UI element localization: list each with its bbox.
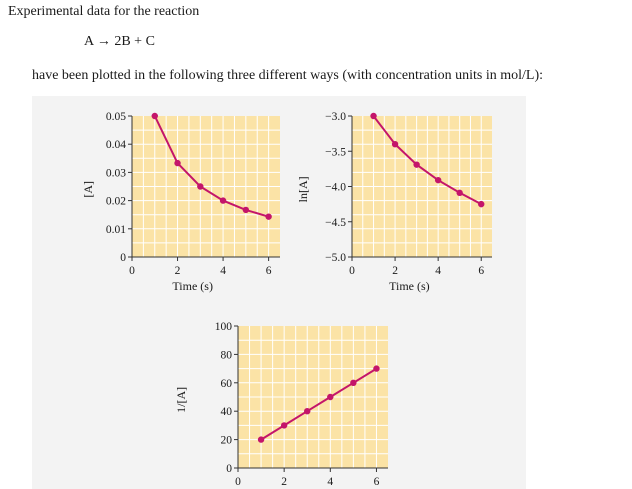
chart3-series-line [260,367,378,441]
chart2-x-tick-label: 0 [349,265,355,277]
chart1-series-line [153,115,269,218]
chart3-y-tick-label: 100 [215,321,233,333]
chart3-data-point [327,393,334,401]
chart2-data-point [413,161,420,168]
chart2-y-axis-label: ln[A] [296,176,310,202]
chart1-x-axis-label: Time (s) [172,279,213,293]
chart2-data-point [456,189,463,197]
chart3-y-tick-label: 80 [221,349,233,361]
chart3-y-tick-label: 0 [226,463,232,475]
chart1-y-tick-label: 0.03 [106,167,126,179]
chart2-data-point [370,112,377,120]
chart1-y-tick-label: 0.02 [106,196,126,208]
plots-svg: 0 0.01 0.02 0.03 0.04 0.05 0 2 4 6 Time (s) [A] −5.0… [81,111,492,488]
chart3-data-point [373,365,380,372]
chart3-data-point [350,379,357,386]
chart2-x-tick-label: 2 [392,265,398,277]
description-text: have been plotted in the following three… [32,68,543,83]
chart2-y-tick-label: −4.5 [325,217,346,229]
chart1-y-tick-label: 0 [120,252,126,264]
chart3-data-point [280,422,288,429]
chart2-x-tick-label: 6 [478,265,484,277]
chart1-data-point [174,159,181,167]
figure-panel: 0 0.01 0.02 0.03 0.04 0.05 0 2 4 6 Time (s) [A] −5.0… [32,96,526,489]
chart3-x-tick-label: 6 [374,476,380,488]
chart1-data-point [265,213,272,220]
chart3-y-tick-label: 40 [221,406,233,418]
chart2-x-axis-label: Time (s) [389,279,430,293]
chart2-data-point [391,141,399,148]
intro-text: Experimental data for the reaction [8,4,200,19]
chart2-series-line [372,115,482,205]
chart2-y-tick-label: −5.0 [325,252,346,264]
chart1-y-tick-label: 0.05 [106,111,126,123]
chart2-data-point [434,176,442,184]
chart1-data-point [219,197,227,204]
chart3-data-point [257,436,265,443]
chart1-y-tick-label: 0.04 [106,139,126,151]
chart2-y-tick-label: −3.5 [325,146,346,158]
chart3-y-tick-label: 60 [221,378,233,390]
chart3-x-tick-label: 4 [327,476,333,488]
chart1-x-tick-label: 0 [129,265,135,277]
chart2-data-point [478,200,485,208]
chart1-data-point [151,112,158,120]
chart1-x-tick-label: 2 [175,265,181,277]
chart3-x-tick-label: 2 [281,476,287,488]
chart2-y-tick-label: −4.0 [325,182,346,194]
chart1-data-point [242,206,250,214]
chart3-y-tick-label: 20 [221,435,233,447]
chart1-y-tick-label: 0.01 [106,224,126,236]
chart3-x-tick-label: 0 [235,476,241,488]
chart3-data-point [304,408,311,415]
chart3-y-axis-label: 1/[A] [174,387,188,413]
reaction-equation: A → 2B + C [84,34,155,49]
chart1-y-axis-label: [A] [81,181,95,198]
chart1-data-point [197,183,204,190]
chart1-x-tick-label: 6 [266,265,272,277]
chart1-x-tick-label: 4 [220,265,226,277]
chart2-y-tick-label: −3.0 [325,111,346,123]
chart2-x-tick-label: 4 [435,265,441,277]
